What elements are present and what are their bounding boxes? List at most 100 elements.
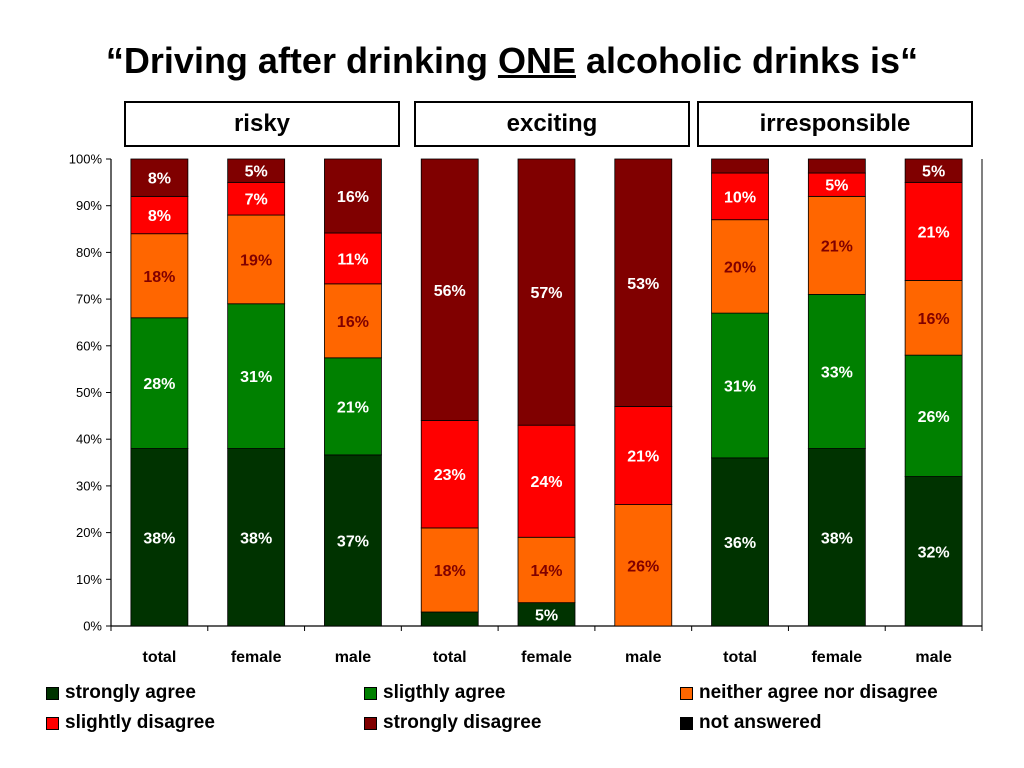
data-label: 36% bbox=[724, 535, 756, 552]
data-label: 18% bbox=[143, 269, 175, 286]
legend-item: sligthly agree bbox=[364, 682, 506, 704]
bar-segment bbox=[517, 424, 576, 538]
chart-legend: strongly agree sligthly agree neither agre… bbox=[46, 682, 1006, 742]
x-category-label: male bbox=[335, 649, 372, 666]
legend-swatch bbox=[680, 716, 693, 730]
data-label: 38% bbox=[240, 530, 272, 547]
bar-segment bbox=[324, 232, 382, 285]
legend-label: strongly agree bbox=[65, 682, 196, 703]
bar-segment bbox=[130, 448, 189, 627]
data-label: 5% bbox=[535, 607, 558, 624]
bar-segment bbox=[614, 158, 673, 407]
title-suffix: alcoholic drinks is“ bbox=[575, 40, 919, 81]
data-label: 16% bbox=[918, 311, 950, 328]
bar-segment bbox=[227, 448, 286, 627]
data-label: 33% bbox=[821, 364, 853, 381]
group-label-exciting: exciting bbox=[414, 101, 690, 147]
bar-segment bbox=[420, 420, 479, 529]
y-tick-label: 80% bbox=[76, 245, 102, 260]
title-emphasis: ONE bbox=[497, 40, 576, 81]
data-label: 31% bbox=[724, 378, 756, 395]
legend-swatch bbox=[364, 716, 377, 730]
y-tick-label: 100% bbox=[69, 152, 103, 167]
bar-segment bbox=[130, 317, 189, 449]
data-label: 21% bbox=[627, 449, 659, 466]
data-label: 5% bbox=[825, 178, 848, 195]
y-tick-label: 90% bbox=[76, 198, 102, 213]
legend-swatch bbox=[46, 716, 59, 730]
data-label: 14% bbox=[530, 563, 562, 580]
y-tick-label: 10% bbox=[76, 572, 102, 587]
title-prefix: “Driving after drinking bbox=[105, 40, 498, 81]
legend-label: strongly disagree bbox=[383, 712, 542, 733]
bar-segment bbox=[711, 219, 769, 314]
data-label: 56% bbox=[434, 283, 466, 300]
data-label: 16% bbox=[337, 314, 369, 331]
x-category-label: total bbox=[142, 649, 176, 666]
bar-segment bbox=[904, 354, 963, 477]
bar-segment bbox=[324, 357, 382, 456]
data-label: 26% bbox=[918, 409, 950, 426]
y-tick-label: 30% bbox=[76, 478, 102, 493]
bar-segment bbox=[130, 233, 189, 319]
data-label: 32% bbox=[918, 544, 950, 561]
data-label: 53% bbox=[627, 276, 659, 293]
bar-segment bbox=[324, 158, 382, 234]
legend-item: not answered bbox=[680, 712, 821, 734]
legend-label: not answered bbox=[699, 712, 822, 733]
data-label: 10% bbox=[724, 189, 756, 206]
stacked-bar-chart: 0% 10% 20% 30% 40% 50% 60% 70% 80% 90% 100% total fe… bbox=[69, 152, 983, 666]
data-label: 21% bbox=[337, 399, 369, 416]
bar-segment bbox=[807, 195, 866, 295]
bar-segment bbox=[807, 448, 866, 627]
data-label: 5% bbox=[922, 164, 945, 181]
bar-segment bbox=[904, 476, 963, 627]
data-label: 18% bbox=[434, 563, 466, 580]
data-label: 21% bbox=[821, 238, 853, 255]
legend-swatch bbox=[364, 686, 377, 700]
data-label: 20% bbox=[724, 259, 756, 276]
data-label: 37% bbox=[337, 533, 369, 550]
bar-segment bbox=[227, 303, 286, 449]
data-label: 31% bbox=[240, 369, 272, 386]
bar-segment bbox=[614, 504, 673, 627]
bar-segment bbox=[324, 454, 382, 627]
legend-item: slightly disagree bbox=[46, 712, 215, 734]
x-category-label: male bbox=[625, 649, 662, 666]
data-label: 23% bbox=[434, 467, 466, 484]
bar-segment bbox=[904, 181, 963, 281]
bar-segment bbox=[807, 294, 866, 449]
x-category-label: female bbox=[231, 649, 282, 666]
y-tick-label: 20% bbox=[76, 525, 102, 540]
y-tick-label: 70% bbox=[76, 292, 102, 307]
legend-label: slightly disagree bbox=[65, 712, 215, 733]
data-label: 5% bbox=[245, 164, 268, 181]
data-label: 21% bbox=[918, 224, 950, 241]
data-label: 11% bbox=[337, 251, 368, 268]
bar-segment bbox=[711, 312, 769, 459]
legend-swatch bbox=[680, 686, 693, 700]
x-category-label: female bbox=[521, 649, 572, 666]
bar-segment bbox=[807, 158, 866, 174]
data-label: 57% bbox=[530, 285, 562, 302]
bar-segment bbox=[711, 457, 769, 627]
bar-segment bbox=[904, 280, 963, 356]
bar-segment bbox=[420, 611, 479, 627]
group-label-risky: risky bbox=[124, 101, 400, 147]
bar-segment bbox=[420, 158, 479, 421]
data-label: 16% bbox=[337, 189, 369, 206]
bar-segment bbox=[227, 158, 286, 183]
chart-title: “Driving after drinking ONE alcoholic dr… bbox=[0, 40, 1024, 82]
bar-segment bbox=[227, 214, 286, 305]
bar-segment bbox=[614, 406, 673, 505]
x-category-label: total bbox=[723, 649, 757, 666]
data-label: 38% bbox=[143, 530, 175, 547]
y-tick-label: 60% bbox=[76, 338, 102, 353]
legend-label: sligthly agree bbox=[383, 682, 506, 703]
data-label: 28% bbox=[143, 376, 175, 393]
data-label: 8% bbox=[148, 171, 171, 188]
bar-segment bbox=[517, 158, 576, 426]
x-category-label: female bbox=[811, 649, 862, 666]
bar-segment bbox=[130, 195, 189, 235]
y-tick-label: 0% bbox=[83, 619, 102, 634]
